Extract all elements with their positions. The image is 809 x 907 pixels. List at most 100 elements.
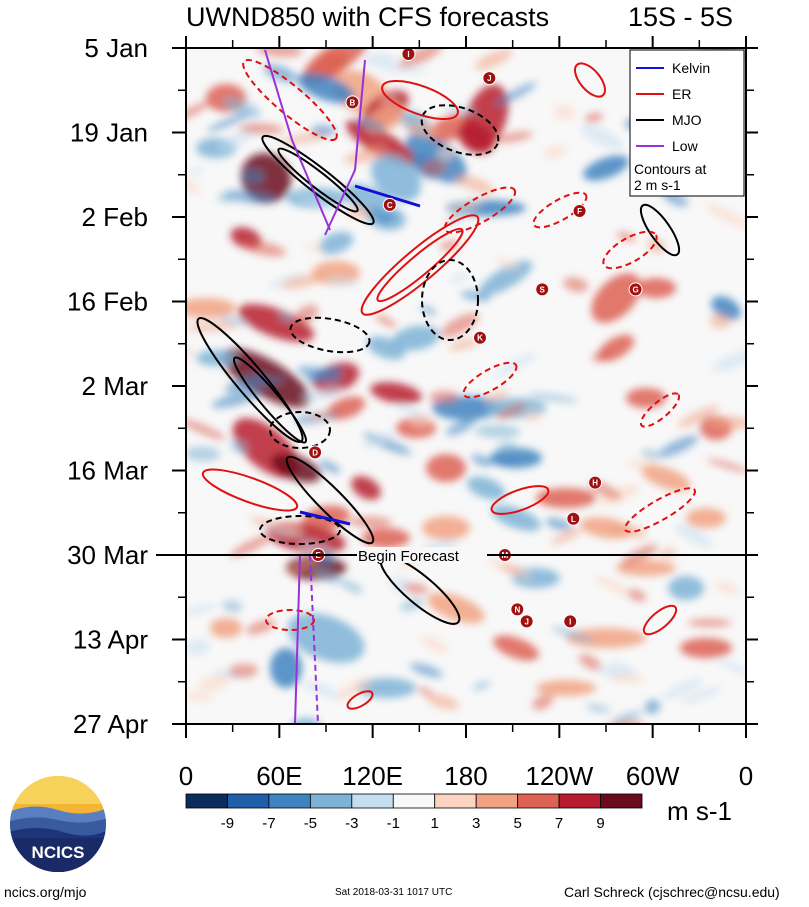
contour-line — [285, 455, 375, 545]
anomaly-streak — [417, 686, 433, 697]
storm-marker-icon — [482, 71, 497, 86]
anomaly-streak — [348, 516, 393, 528]
anomaly-streak — [403, 582, 429, 595]
legend-label: Low — [672, 138, 699, 154]
contour-line — [232, 356, 308, 444]
colorbar-swatch — [600, 793, 643, 809]
anomaly-streak — [222, 97, 261, 119]
x-tick-label: 0 — [179, 761, 193, 791]
x-tick-label: 120W — [525, 761, 593, 791]
y-tick-label: 5 Jan — [84, 33, 148, 63]
contour-line — [574, 62, 606, 98]
anomaly-patch — [370, 154, 422, 202]
anomaly-patch — [426, 454, 466, 482]
anomaly-streak — [311, 568, 342, 584]
anomaly-streak — [222, 600, 243, 613]
legend-label: MJO — [672, 112, 702, 128]
anomaly-streak — [280, 273, 326, 289]
anomaly-streak — [715, 658, 746, 676]
anomaly-streak — [709, 313, 731, 329]
anomaly-patch — [752, 129, 809, 187]
anomaly-streak — [198, 673, 230, 692]
anomaly-streak — [551, 626, 595, 643]
anomaly-streak — [453, 174, 495, 194]
storm-marker-icon — [308, 445, 323, 460]
storm-marker: L — [566, 511, 581, 526]
low-pressure-track — [309, 554, 319, 724]
legend: Kelvin ER MJO Low Contours at2 m s-1 — [629, 49, 745, 197]
anomaly-streak — [230, 439, 249, 454]
anomaly-streak — [186, 178, 201, 193]
x-tick-label: 60W — [626, 761, 680, 791]
colorbar-swatch — [475, 793, 519, 809]
anomaly-patch — [457, 122, 495, 154]
anomaly-streak — [364, 53, 398, 68]
anomaly-streak — [421, 635, 448, 654]
anomaly-streak — [474, 48, 513, 70]
anomaly-streak — [405, 121, 439, 138]
anomaly-streak — [709, 416, 746, 431]
colorbar-label: -9 — [221, 815, 234, 832]
anomaly-streak — [375, 314, 397, 328]
anomaly-streak — [335, 678, 372, 701]
anomaly-streak — [241, 169, 264, 184]
contour-line — [639, 203, 681, 257]
anomaly-patch — [536, 680, 596, 696]
anomaly-patch — [680, 638, 732, 658]
storm-marker-label: H — [592, 479, 598, 488]
anomaly-patch — [370, 382, 422, 404]
logo-text: NCICS — [32, 843, 85, 862]
anomaly-patch — [271, 453, 321, 483]
anomaly-streak — [256, 48, 303, 57]
anomaly-streak — [206, 111, 251, 133]
storm-marker-label: D — [312, 448, 318, 457]
colorbar-label: 3 — [472, 815, 480, 832]
x-tick-label: 180 — [444, 761, 487, 791]
y-tick-label: 16 Feb — [67, 287, 148, 317]
storm-marker: J — [519, 614, 534, 629]
anomaly-streak — [238, 123, 284, 135]
anomaly-streak — [377, 212, 399, 222]
anomaly-streak — [674, 523, 713, 548]
colorbar-label: -3 — [345, 815, 358, 832]
storm-marker-label: J — [524, 617, 528, 626]
anomaly-patch — [686, 508, 726, 528]
anomaly-patch — [351, 476, 381, 500]
storm-marker-icon — [535, 282, 550, 297]
storm-marker-label: J — [487, 74, 491, 83]
anomaly-streak — [495, 131, 533, 143]
anomaly-streak — [712, 349, 746, 372]
footer-site: ncics.org/mjo — [4, 884, 87, 900]
anomaly-streak — [398, 48, 443, 69]
anomaly-streak — [662, 678, 704, 700]
storm-marker-label: L — [571, 515, 576, 524]
storm-marker-icon — [382, 197, 397, 212]
anomaly-patch — [186, 298, 236, 318]
anomaly-patch — [343, 184, 389, 212]
storm-marker-icon — [345, 95, 360, 110]
y-axis-labels: 5 Jan 19 Jan 2 Feb 16 Feb 2 Mar 16 Mar 30 Mar 1… — [67, 33, 148, 739]
anomaly-streak — [606, 662, 635, 677]
wave-contours — [196, 49, 696, 724]
colorbar: -9 -7 -5 -3 -1 1 3 5 7 9 — [185, 793, 643, 832]
chart-region-label: 15S - 5S — [628, 2, 734, 32]
kelvin-wave-line — [299, 510, 351, 526]
storm-marker-label: K — [477, 334, 483, 343]
storm-marker-label: B — [350, 98, 356, 107]
storm-marker-icon — [572, 203, 587, 218]
anomaly-streak — [224, 189, 276, 204]
anomaly-streak — [472, 680, 491, 691]
anomaly-streak — [611, 710, 642, 724]
anomaly-streak — [304, 244, 326, 252]
anomaly-patch — [270, 648, 302, 688]
anomaly-streak — [445, 107, 478, 115]
anomaly-streak — [439, 240, 459, 251]
anomaly-streak — [658, 435, 699, 458]
storm-marker-label: C — [387, 201, 393, 210]
storm-marker-icon — [628, 282, 643, 297]
colorbar-swatch — [434, 793, 477, 809]
anomaly-streak — [187, 321, 238, 332]
storm-marker-icon — [519, 614, 534, 629]
axis-ticks — [172, 36, 758, 738]
colorbar-label: 7 — [555, 815, 563, 832]
